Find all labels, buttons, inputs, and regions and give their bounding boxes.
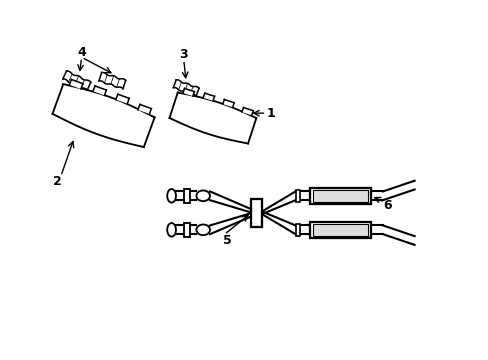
Text: 5: 5 bbox=[223, 234, 231, 247]
Bar bbox=[312, 190, 367, 202]
Polygon shape bbox=[52, 84, 154, 147]
Polygon shape bbox=[99, 72, 125, 89]
Text: 3: 3 bbox=[179, 48, 188, 61]
Polygon shape bbox=[173, 80, 199, 96]
Polygon shape bbox=[242, 108, 253, 115]
Text: 1: 1 bbox=[266, 107, 275, 120]
Ellipse shape bbox=[167, 223, 176, 237]
Polygon shape bbox=[138, 104, 151, 114]
Polygon shape bbox=[93, 86, 106, 95]
Ellipse shape bbox=[196, 190, 209, 201]
Polygon shape bbox=[116, 94, 129, 104]
Text: 2: 2 bbox=[53, 175, 61, 188]
Bar bbox=[295, 224, 300, 236]
Bar bbox=[309, 222, 370, 238]
Polygon shape bbox=[169, 93, 256, 144]
Ellipse shape bbox=[196, 225, 209, 235]
Bar bbox=[251, 199, 262, 227]
Polygon shape bbox=[69, 80, 82, 89]
Bar bbox=[183, 223, 189, 237]
Bar bbox=[183, 189, 189, 203]
Polygon shape bbox=[203, 93, 214, 101]
Bar bbox=[312, 224, 367, 236]
Text: 4: 4 bbox=[77, 46, 86, 59]
Polygon shape bbox=[223, 99, 234, 107]
Ellipse shape bbox=[167, 189, 176, 203]
Bar bbox=[309, 188, 370, 203]
Polygon shape bbox=[183, 89, 194, 96]
Text: 6: 6 bbox=[383, 199, 391, 212]
Bar bbox=[295, 190, 300, 202]
Polygon shape bbox=[63, 71, 91, 90]
